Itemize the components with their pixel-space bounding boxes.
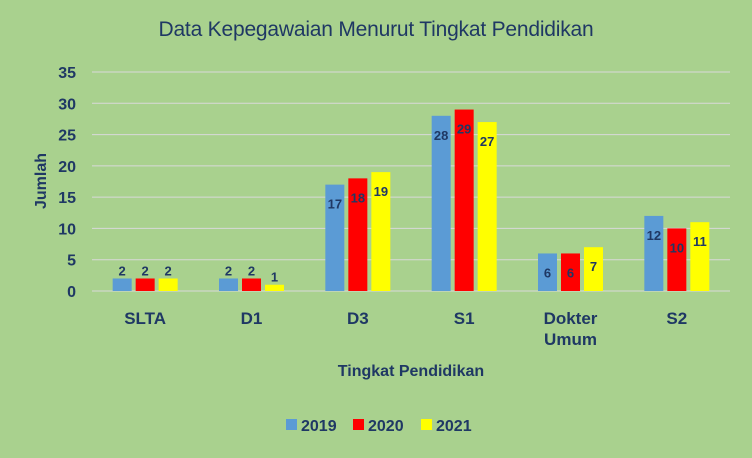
data-label: 2 <box>142 263 149 278</box>
legend-swatch-2020 <box>353 419 364 430</box>
data-label: 2 <box>248 263 255 278</box>
bar-2019 <box>538 253 557 291</box>
x-tick-label: S1 <box>454 309 475 328</box>
bar-2021 <box>690 222 710 291</box>
bar-2020 <box>561 253 580 291</box>
data-label: 29 <box>457 122 471 137</box>
x-axis-title: Tingkat Pendidikan <box>338 363 484 380</box>
bar-2021 <box>584 247 603 291</box>
data-label: 17 <box>328 197 342 212</box>
y-tick-label: 10 <box>58 221 76 238</box>
y-tick-label: 5 <box>67 253 76 270</box>
data-label: 19 <box>374 184 388 199</box>
y-tick-label: 30 <box>58 96 76 113</box>
x-tick-label: D1 <box>241 309 263 328</box>
y-tick-label: 35 <box>58 65 76 82</box>
bar-2021 <box>265 284 284 291</box>
bar-2020 <box>242 278 261 291</box>
chart-title: Data Kepegawaian Menurut Tingkat Pendidi… <box>158 18 594 41</box>
bar-2019 <box>219 278 238 291</box>
data-label: 2 <box>119 263 126 278</box>
y-tick-label: 25 <box>58 128 76 145</box>
x-tick-label: Dokter <box>544 309 598 328</box>
bar-2020 <box>454 109 474 292</box>
y-tick-label: 15 <box>58 190 76 207</box>
data-label: 12 <box>647 228 661 243</box>
data-label: 7 <box>590 259 597 274</box>
bar-2019 <box>325 184 345 291</box>
data-label: 6 <box>567 265 574 280</box>
y-axis-title: Jumlah <box>33 153 50 209</box>
bar-2019 <box>112 278 132 291</box>
legend-label-2020: 2020 <box>368 418 404 435</box>
data-label: 1 <box>271 270 278 285</box>
y-tick-label: 20 <box>58 159 76 176</box>
data-label: 2 <box>165 263 172 278</box>
x-tick-label: Umum <box>544 330 597 349</box>
bar-2020 <box>135 278 155 291</box>
data-label: 6 <box>544 265 551 280</box>
bar-2019 <box>431 115 451 291</box>
data-label: 27 <box>480 134 494 149</box>
legend-label-2021: 2021 <box>436 418 472 435</box>
bar-2020 <box>348 178 368 291</box>
data-label: 10 <box>670 240 684 255</box>
legend-label-2019: 2019 <box>301 418 337 435</box>
data-label: 28 <box>434 128 448 143</box>
bar-2021 <box>158 278 178 291</box>
x-tick-label: SLTA <box>124 309 166 328</box>
data-label: 2 <box>225 263 232 278</box>
legend-swatch-2019 <box>286 419 297 430</box>
bar-2020 <box>667 228 687 291</box>
data-label: 18 <box>351 190 365 205</box>
bar-2021 <box>371 172 391 291</box>
y-tick-label: 0 <box>67 284 76 301</box>
data-label: 11 <box>693 234 707 249</box>
bar-2021 <box>477 122 497 291</box>
legend-swatch-2021 <box>421 419 432 430</box>
x-tick-label: S2 <box>666 309 687 328</box>
bar-2019 <box>644 215 664 291</box>
x-tick-label: D3 <box>347 309 369 328</box>
